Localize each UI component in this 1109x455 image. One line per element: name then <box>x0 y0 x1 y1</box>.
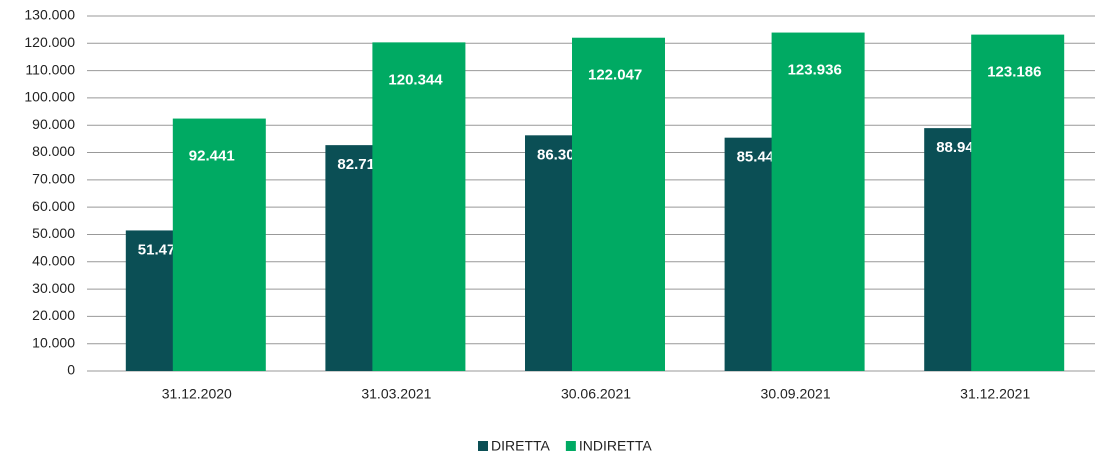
y-tick-label: 80.000 <box>32 143 75 159</box>
y-tick-label: 130.000 <box>24 7 75 23</box>
data-label: 122.047 <box>588 67 642 84</box>
y-tick-label: 20.000 <box>32 307 75 323</box>
data-label: 123.186 <box>987 64 1041 81</box>
x-tick-label: 31.03.2021 <box>361 386 431 402</box>
data-label: 51.472 <box>138 241 184 258</box>
bar <box>771 32 865 371</box>
bar <box>372 42 466 371</box>
y-tick-label: 100.000 <box>24 89 75 105</box>
y-tick-label: 90.000 <box>32 116 75 132</box>
bar <box>172 118 266 371</box>
legend-label: INDIRETTA <box>579 438 653 454</box>
y-tick-label: 10.000 <box>32 334 75 350</box>
x-tick-label: 31.12.2021 <box>960 386 1030 402</box>
legend-swatch <box>565 441 576 451</box>
data-label: 123.936 <box>788 62 842 79</box>
y-tick-label: 120.000 <box>24 34 75 50</box>
data-label: 92.441 <box>189 148 235 165</box>
y-tick-label: 30.000 <box>32 280 75 296</box>
y-tick-label: 110.000 <box>25 61 75 77</box>
x-tick-label: 30.09.2021 <box>761 386 831 402</box>
legend-swatch <box>478 441 488 451</box>
y-tick-label: 70.000 <box>32 171 75 187</box>
data-label: 120.344 <box>388 71 443 88</box>
data-label: 82.710 <box>337 156 383 173</box>
y-tick-label: 60.000 <box>32 198 75 214</box>
x-tick-label: 31.12.2020 <box>162 386 232 402</box>
data-label: 88.941 <box>936 139 982 156</box>
data-label: 86.305 <box>537 146 583 163</box>
y-tick-label: 50.000 <box>32 225 75 241</box>
data-label: 85.443 <box>737 149 783 166</box>
y-tick-label: 0 <box>67 362 75 378</box>
bar <box>971 34 1065 372</box>
y-tick-label: 40.000 <box>32 252 75 268</box>
bar <box>572 37 665 372</box>
x-tick-label: 30.06.2021 <box>561 386 631 402</box>
legend-label: DIRETTA <box>491 438 551 454</box>
